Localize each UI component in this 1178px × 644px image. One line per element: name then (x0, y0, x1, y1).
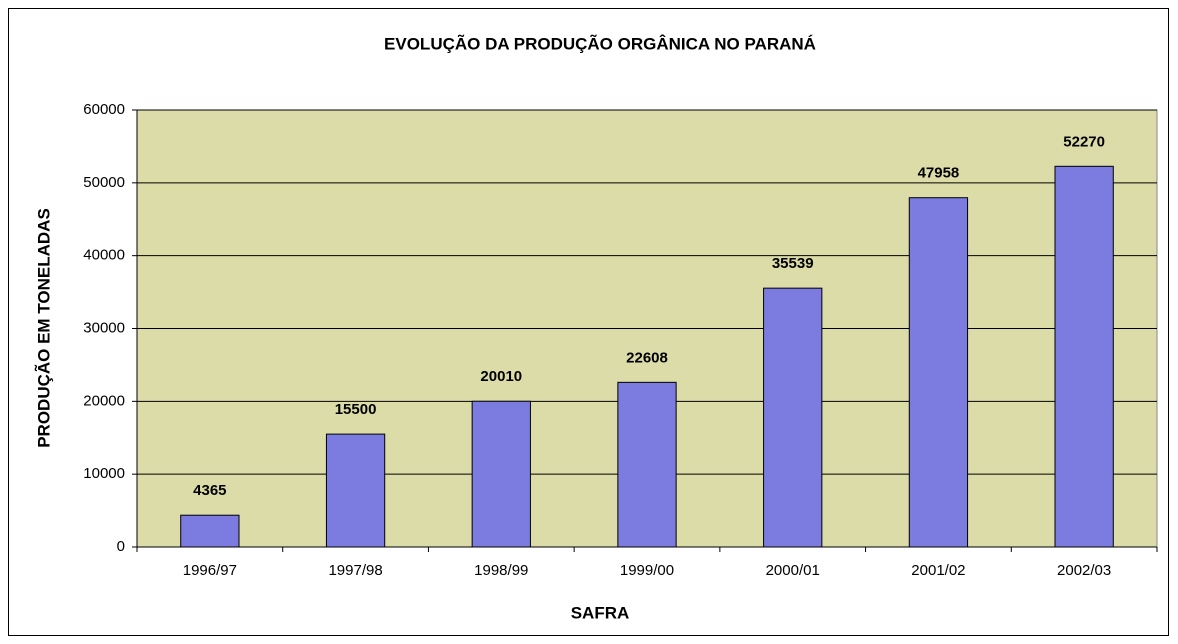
data-label: 22608 (626, 349, 668, 366)
x-tick-label: 1998/99 (474, 562, 528, 579)
y-tick-label: 50000 (83, 174, 125, 191)
bar (617, 381, 677, 548)
bar (763, 287, 823, 548)
bar (325, 433, 386, 548)
x-tick-label: 1997/98 (328, 562, 382, 579)
bar (1054, 165, 1114, 548)
y-tick-label: 60000 (83, 101, 125, 118)
y-axis-label: PRODUÇÃO EM TONELADAS (33, 208, 53, 448)
x-axis-label: SAFRA (571, 603, 630, 622)
x-tick-label: 2001/02 (911, 562, 965, 579)
bar (180, 514, 240, 548)
y-tick-label: 30000 (83, 319, 125, 336)
bar (471, 400, 531, 548)
data-label: 35539 (772, 255, 814, 272)
x-tick-label: 2002/03 (1057, 562, 1111, 579)
chart-title: EVOLUÇÃO DA PRODUÇÃO ORGÂNICA NO PARANÁ (384, 33, 816, 53)
y-tick-label: 0 (117, 538, 125, 555)
x-tick-label: 1999/00 (620, 562, 674, 579)
x-tick-label: 2000/01 (766, 562, 820, 579)
data-label: 20010 (480, 368, 522, 385)
bar (908, 197, 969, 548)
data-label: 47958 (918, 165, 960, 182)
data-label: 52270 (1063, 133, 1105, 150)
y-tick-label: 20000 (83, 392, 125, 409)
data-label: 4365 (193, 482, 226, 499)
y-tick-label: 40000 (83, 247, 125, 264)
data-label: 15500 (335, 401, 377, 418)
x-tick-label: 1996/97 (183, 562, 237, 579)
y-tick-label: 10000 (83, 465, 125, 482)
